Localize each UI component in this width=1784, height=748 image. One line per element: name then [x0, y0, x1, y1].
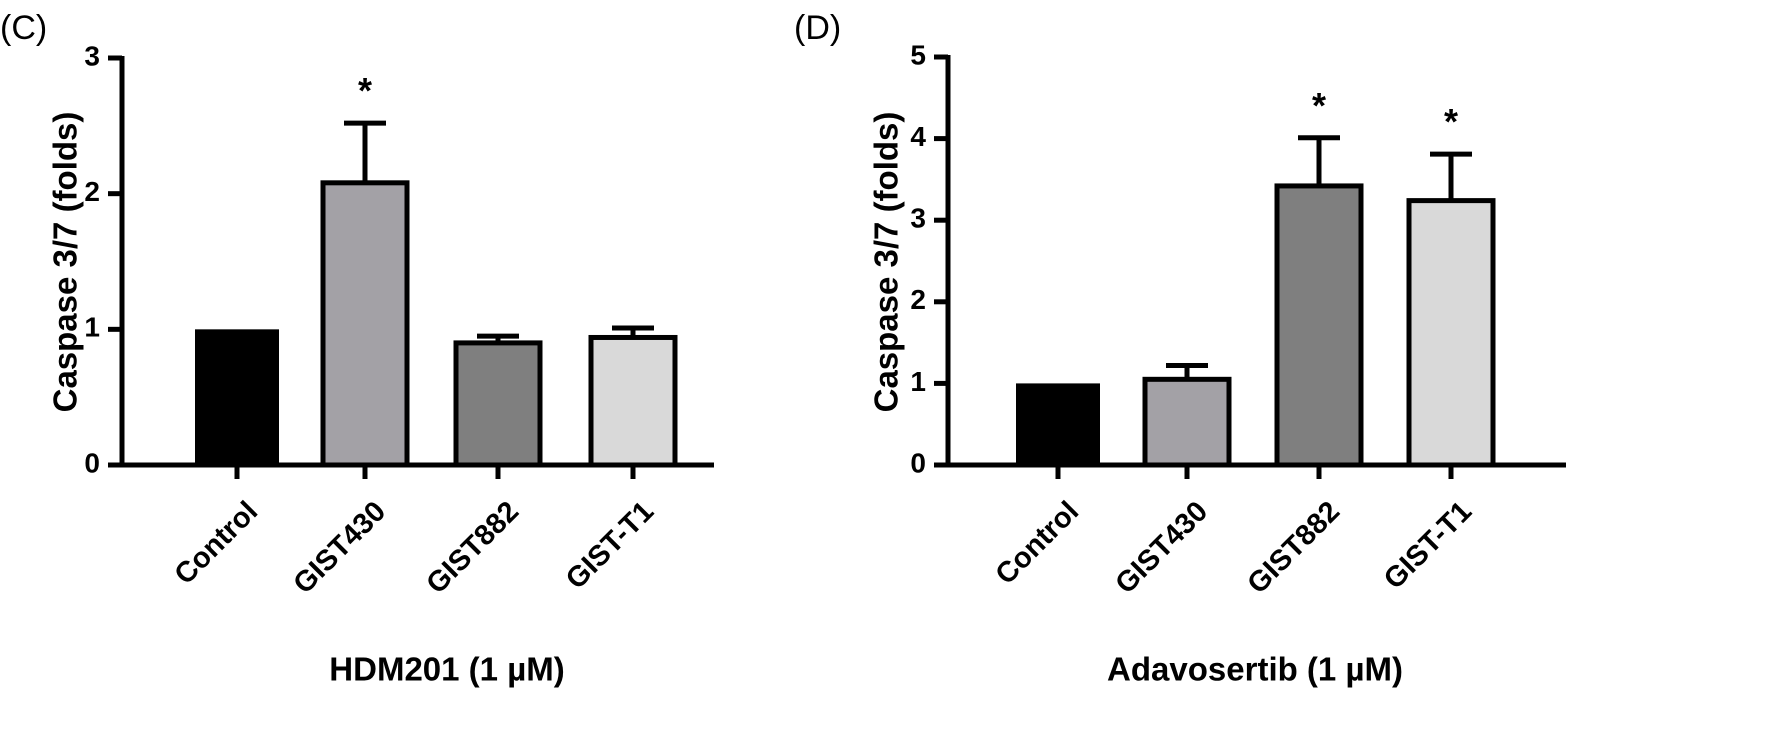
y-tick-label: 1 — [910, 366, 926, 397]
y-tick-label: 1 — [84, 312, 100, 343]
panel-d: (D) * * 0 1 2 3 4 5 Control GIST430 GIST882 GIST-T1 C… — [794, 9, 1566, 688]
significance-star: * — [1312, 85, 1326, 126]
y-tick-label: 5 — [910, 39, 926, 70]
y-tick-label: 2 — [910, 284, 926, 315]
bar-gist-t1 — [1406, 198, 1496, 468]
y-axis-title: Caspase 3/7 (folds) — [868, 112, 905, 413]
bar-gist-t1 — [588, 334, 678, 468]
bar-control — [195, 329, 279, 465]
panel-label: (D) — [794, 9, 841, 47]
y-tick-label: 3 — [910, 203, 926, 234]
y-tick-label: 3 — [84, 40, 100, 71]
significance-star: * — [358, 70, 372, 111]
panel-c: (C) * 0 1 2 3 Control GIST430 GIST882 GIST-T1 Casp… — [0, 9, 714, 688]
x-category-label: GIST882 — [1241, 495, 1346, 600]
y-tick-label: 4 — [910, 121, 926, 152]
x-category-label: GIST430 — [1109, 495, 1214, 600]
x-category-label: GIST430 — [287, 495, 392, 600]
y-tick-label: 0 — [910, 447, 926, 478]
bar-gist430 — [1142, 376, 1232, 468]
x-category-label: GIST882 — [420, 495, 525, 600]
x-category-label: GIST-T1 — [1378, 495, 1478, 595]
y-tick-label: 2 — [84, 176, 100, 207]
bar-gist430 — [320, 180, 410, 468]
y-axis-title: Caspase 3/7 (folds) — [47, 112, 84, 413]
x-axis-title: Adavosertib (1 µM) — [1107, 651, 1403, 688]
x-axis-title: HDM201 (1 µM) — [329, 651, 564, 688]
x-category-label: Control — [990, 495, 1086, 591]
bar-gist882 — [453, 340, 543, 468]
significance-star: * — [1444, 101, 1458, 142]
y-tick-label: 0 — [84, 447, 100, 478]
x-category-label: GIST-T1 — [560, 495, 660, 595]
panel-label: (C) — [0, 9, 47, 47]
bar-control — [1016, 383, 1100, 465]
bar-gist882 — [1274, 183, 1364, 468]
x-category-label: Control — [169, 495, 265, 591]
